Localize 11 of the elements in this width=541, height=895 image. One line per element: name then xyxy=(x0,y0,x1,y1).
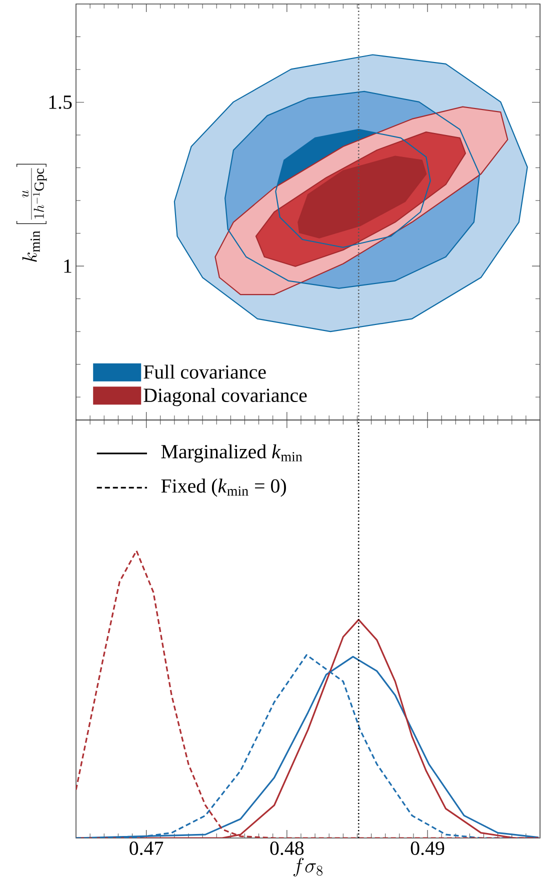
x-tick-label: 0.47 xyxy=(130,842,164,856)
x-axis-title: $f\sigma_8$ xyxy=(293,858,323,876)
text: Fixed (k$_{min}$ = 0) xyxy=(161,478,286,497)
legend-label: Diagonal covariance xyxy=(144,388,307,406)
y-tick-label: 1.5 xyxy=(49,96,72,109)
y-tick-label: 1 xyxy=(64,259,72,273)
y-axis-title: $k_{\mathrm{min}}\left[\frac{u}{1h^{-1}\mathrm{Gpc}}\right]$ xyxy=(16,164,47,262)
text: Marginalized k$_{min}$ xyxy=(161,444,302,462)
x-tick-label: 0.48 xyxy=(270,842,304,856)
legend-label: Full covariance xyxy=(144,364,266,379)
x-tick-label: 0.49 xyxy=(410,842,444,856)
